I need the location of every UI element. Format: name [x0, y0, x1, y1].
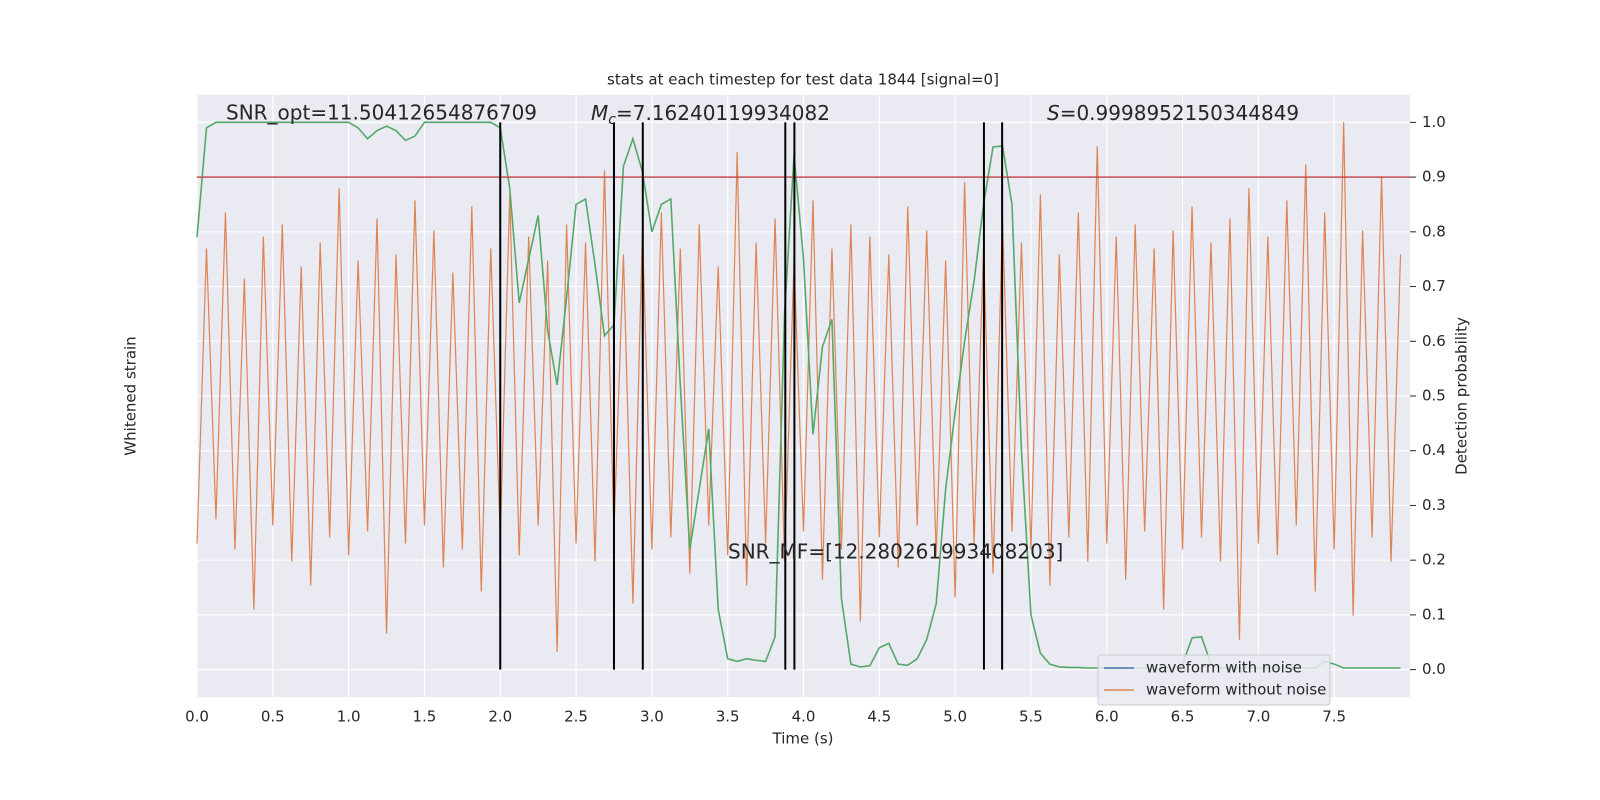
x-tick-label: 3.0	[640, 708, 664, 726]
chart-title: stats at each timestep for test data 184…	[607, 71, 999, 89]
annotation: Mc=7.16240119934082	[591, 101, 830, 129]
annotation-subscript: c	[608, 112, 616, 128]
x-tick-label: 7.5	[1322, 708, 1346, 726]
x-tick-label: 2.0	[488, 708, 512, 726]
y2-tick-label: 0.7	[1422, 277, 1446, 295]
annotation-text: =0.9998952150344849	[1060, 101, 1299, 125]
annotation-symbol: S	[1047, 101, 1060, 125]
y-axis-label: Whitened strain	[122, 336, 140, 455]
y2-tick-label: 1.0	[1422, 113, 1446, 131]
marks	[196, 121, 1410, 670]
x-tick-label: 6.0	[1095, 708, 1119, 726]
y2-tick-label: 0.9	[1422, 168, 1446, 186]
annotation: SNR_opt=11.50412654876709	[226, 101, 537, 125]
y2-tick-label: 0.2	[1422, 551, 1446, 569]
y2-tick-label: 0.0	[1422, 660, 1446, 678]
annotation-symbol: M	[591, 101, 608, 125]
x-tick-label: 5.5	[1019, 708, 1043, 726]
legend: waveform with noise waveform without nois…	[1097, 654, 1331, 706]
annotation: S=0.9998952150344849	[1047, 101, 1299, 125]
x-tick-label: 5.0	[943, 708, 967, 726]
legend-label: waveform with noise	[1146, 659, 1302, 677]
y2-tick-label: 0.8	[1422, 222, 1446, 240]
y2-tick-label: 0.1	[1422, 605, 1446, 623]
annotation-text: =7.16240119934082	[616, 101, 830, 125]
annotation: SNR_MF=[12.280261993408203]	[728, 540, 1063, 564]
y2-tick-label: 0.3	[1422, 496, 1446, 514]
line-series	[196, 122, 1402, 652]
x-tick-label: 4.0	[792, 708, 816, 726]
y2-tick-label: 0.5	[1422, 387, 1446, 405]
line-series	[196, 121, 1401, 669]
x-tick-label: 6.5	[1171, 708, 1195, 726]
x-tick-label: 7.0	[1246, 708, 1270, 726]
y2-axis-label: Detection probability	[1453, 317, 1471, 475]
x-axis-label: Time (s)	[772, 730, 834, 748]
x-tick-label: 2.5	[564, 708, 588, 726]
legend-box	[1097, 654, 1331, 706]
y2-tick-label: 0.6	[1422, 332, 1446, 350]
x-tick-label: 4.5	[867, 708, 891, 726]
legend-label: waveform without noise	[1146, 681, 1326, 699]
x-tick-label: 1.5	[413, 708, 437, 726]
x-tick-label: 3.5	[716, 708, 740, 726]
x-tick-label: 1.0	[337, 708, 361, 726]
x-tick-label: 0.5	[261, 708, 285, 726]
x-tick-label: 0.0	[185, 708, 209, 726]
y2-tick-label: 0.4	[1422, 441, 1446, 459]
